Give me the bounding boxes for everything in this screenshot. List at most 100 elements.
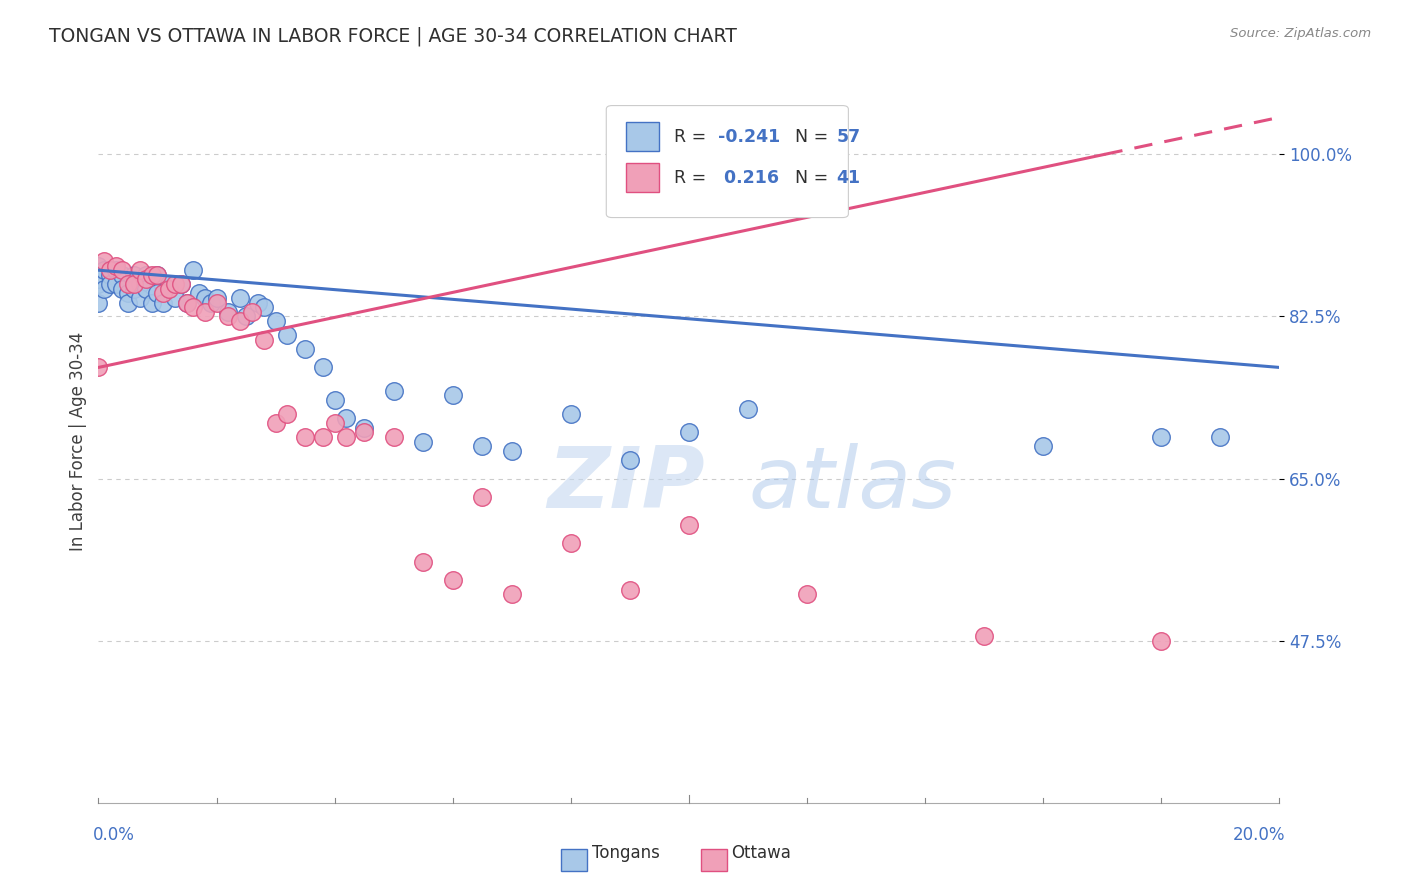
Point <box>264 314 287 328</box>
Point <box>471 439 494 453</box>
Point <box>240 305 263 319</box>
Point <box>382 430 405 444</box>
Point <box>678 517 700 532</box>
Point <box>165 291 187 305</box>
Point <box>141 295 163 310</box>
Point <box>128 291 150 305</box>
Point <box>441 574 464 588</box>
Point <box>181 263 204 277</box>
Point <box>276 407 298 421</box>
Point <box>122 277 145 291</box>
Point <box>93 263 115 277</box>
Point <box>194 291 217 305</box>
Point <box>619 582 641 597</box>
Point <box>253 333 276 347</box>
Point <box>737 402 759 417</box>
Point <box>87 259 110 273</box>
Point <box>194 305 217 319</box>
Point <box>323 416 346 430</box>
Point <box>200 295 222 310</box>
Point <box>560 536 582 550</box>
Point <box>217 310 239 324</box>
Point <box>246 295 269 310</box>
Text: 0.0%: 0.0% <box>93 826 135 844</box>
Point <box>98 268 121 282</box>
FancyBboxPatch shape <box>626 163 659 193</box>
Text: atlas: atlas <box>748 443 956 526</box>
Text: 20.0%: 20.0% <box>1233 826 1285 844</box>
Point <box>87 277 110 291</box>
Point <box>1150 633 1173 648</box>
Point <box>217 305 239 319</box>
Point <box>141 268 163 282</box>
Point <box>353 420 375 434</box>
Point <box>229 291 252 305</box>
Point <box>412 434 434 449</box>
Point <box>471 490 494 504</box>
Point <box>170 277 193 291</box>
Point <box>1150 430 1173 444</box>
Point <box>973 629 995 643</box>
Point <box>501 587 523 601</box>
Point <box>128 263 150 277</box>
Point <box>152 286 174 301</box>
Text: 41: 41 <box>837 169 860 186</box>
Point <box>796 587 818 601</box>
Point <box>619 453 641 467</box>
Point <box>187 286 209 301</box>
Y-axis label: In Labor Force | Age 30-34: In Labor Force | Age 30-34 <box>69 332 87 551</box>
Point <box>93 282 115 296</box>
Point <box>205 291 228 305</box>
Point <box>98 263 121 277</box>
Point <box>229 314 252 328</box>
Point <box>135 268 157 282</box>
Point <box>335 430 357 444</box>
Point <box>146 268 169 282</box>
Point <box>135 282 157 296</box>
Text: Source: ZipAtlas.com: Source: ZipAtlas.com <box>1230 27 1371 40</box>
Point <box>312 360 335 375</box>
Point <box>111 282 134 296</box>
Point <box>98 277 121 291</box>
Text: R =: R = <box>673 169 711 186</box>
Point <box>117 295 139 310</box>
Point <box>152 295 174 310</box>
Point <box>312 430 335 444</box>
Point <box>335 411 357 425</box>
Point <box>181 300 204 314</box>
Point <box>323 392 346 407</box>
Text: R =: R = <box>673 128 711 145</box>
Point <box>165 277 187 291</box>
Text: 57: 57 <box>837 128 860 145</box>
FancyBboxPatch shape <box>606 105 848 218</box>
Text: TONGAN VS OTTAWA IN LABOR FORCE | AGE 30-34 CORRELATION CHART: TONGAN VS OTTAWA IN LABOR FORCE | AGE 30… <box>49 27 737 46</box>
Text: 0.216: 0.216 <box>718 169 779 186</box>
Point <box>501 443 523 458</box>
Point <box>105 277 128 291</box>
Point <box>146 286 169 301</box>
Point <box>122 282 145 296</box>
Point <box>1032 439 1054 453</box>
Point <box>276 328 298 343</box>
Point <box>176 295 198 310</box>
Point <box>135 272 157 286</box>
Point <box>87 360 110 375</box>
Point <box>264 416 287 430</box>
Point <box>105 263 128 277</box>
Point <box>170 277 193 291</box>
Point <box>87 272 110 286</box>
Point <box>253 300 276 314</box>
Point <box>205 295 228 310</box>
FancyBboxPatch shape <box>561 849 588 871</box>
Point <box>117 277 139 291</box>
Point <box>111 263 134 277</box>
Point <box>111 268 134 282</box>
Text: Tongans: Tongans <box>592 844 659 862</box>
FancyBboxPatch shape <box>700 849 727 871</box>
Point <box>678 425 700 440</box>
Text: -0.241: -0.241 <box>718 128 780 145</box>
Point <box>122 268 145 282</box>
Point <box>176 295 198 310</box>
Point <box>353 425 375 440</box>
Point <box>128 277 150 291</box>
